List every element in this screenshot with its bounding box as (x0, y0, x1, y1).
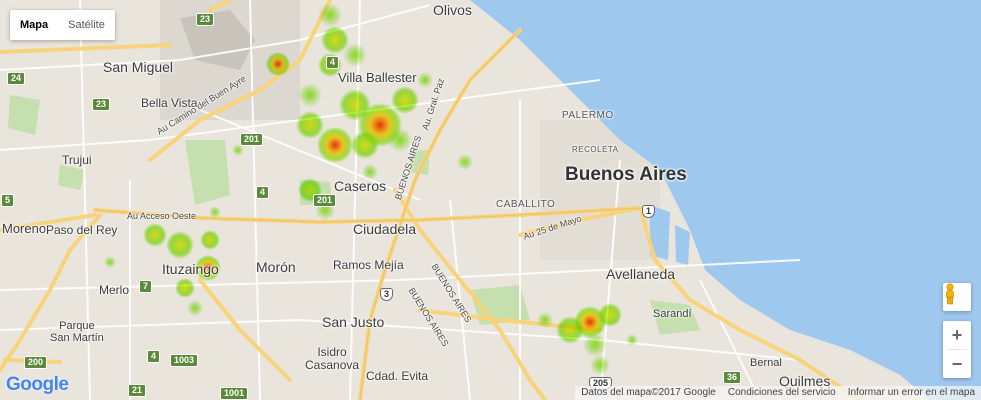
route-shield: 7 (139, 280, 153, 293)
place-trujui: Trujui (62, 153, 92, 167)
park (650, 300, 700, 335)
place-bella-vista: Bella Vista (141, 96, 198, 110)
place-parque-san-martin: Parque San Martín (50, 320, 104, 344)
hood-recoleta: RECOLETA (572, 145, 619, 154)
street-view-button[interactable] (943, 283, 971, 311)
place-caseros: Caseros (334, 178, 387, 194)
map-data-attribution: Datos del mapa©2017 Google (581, 387, 716, 398)
route-shield: 201 (240, 133, 264, 146)
place-cdad-evita: Cdad. Evita (366, 369, 429, 383)
map-footer: Datos del mapa©2017 Google Condiciones d… (575, 386, 981, 400)
zoom-out-button[interactable]: − (951, 354, 963, 374)
zoom-in-button[interactable]: + (951, 325, 963, 345)
hood-palermo: PALERMO (562, 110, 614, 121)
place-quilmes: Quilmes (779, 373, 831, 389)
park (8, 95, 40, 135)
report-error-link[interactable]: Informar un error en el mapa (847, 387, 975, 398)
pegman-icon (946, 283, 954, 305)
hood-caballito: CABALLITO (496, 199, 556, 210)
route-shield: 4 (256, 186, 270, 199)
map-type-map-button[interactable]: Mapa (20, 19, 49, 31)
place-moron: Morón (256, 259, 296, 275)
place-isidro-casanova: Isidro Casanova (305, 345, 360, 372)
route-shield: 5 (1, 194, 15, 207)
route-shield: 4 (326, 56, 340, 69)
place-bernal: Bernal (750, 357, 782, 369)
zoom-control: + − (943, 321, 971, 378)
place-merlo: Merlo (99, 283, 130, 297)
park (58, 165, 85, 190)
place-san-justo: San Justo (322, 314, 385, 330)
port-water (650, 205, 670, 260)
zoom-divider (947, 349, 967, 350)
map-type-satellite-button[interactable]: Satélite (68, 19, 105, 31)
place-san-miguel: San Miguel (103, 59, 174, 75)
route-shield: 1001 (220, 387, 249, 400)
place-sarandi: Sarandí (653, 308, 692, 320)
route-shield: 3 (380, 288, 394, 301)
park (470, 285, 530, 325)
park (408, 150, 430, 175)
route-shield: 4 (147, 350, 161, 363)
place-ramos-mejia: Ramos Mejía (333, 258, 404, 272)
map-type-control: Mapa Satélite (10, 10, 115, 40)
road-acceso-oeste: Au Acceso Oeste (127, 211, 197, 221)
terms-link[interactable]: Condiciones del servicio (727, 387, 836, 398)
river-water (470, 0, 981, 400)
route-shield: 21 (128, 384, 147, 397)
place-olivos: Olivos (433, 2, 472, 18)
route-shield: 1 (642, 205, 656, 218)
port-water (675, 225, 690, 265)
place-moreno: Moreno (2, 221, 47, 236)
route-shield: 36 (723, 371, 742, 384)
route-shield: 24 (7, 72, 26, 85)
place-villa-ballester: Villa Ballester (338, 70, 417, 85)
route-shield: 201 (313, 194, 337, 207)
place-buenos-aires: Buenos Aires (565, 164, 687, 185)
place-ciudadela: Ciudadela (353, 221, 417, 237)
place-paso-del-rey: Paso del Rey (46, 223, 118, 237)
route-shield: 200 (24, 356, 48, 369)
route-shield: 1003 (170, 354, 199, 367)
park (185, 140, 230, 205)
google-logo[interactable]: Google (6, 374, 69, 395)
place-avellaneda: Avellaneda (606, 266, 676, 282)
place-ituzaingo: Ituzaingo (162, 261, 219, 277)
route-shield: 23 (92, 98, 111, 111)
route-shield: 23 (196, 13, 215, 26)
